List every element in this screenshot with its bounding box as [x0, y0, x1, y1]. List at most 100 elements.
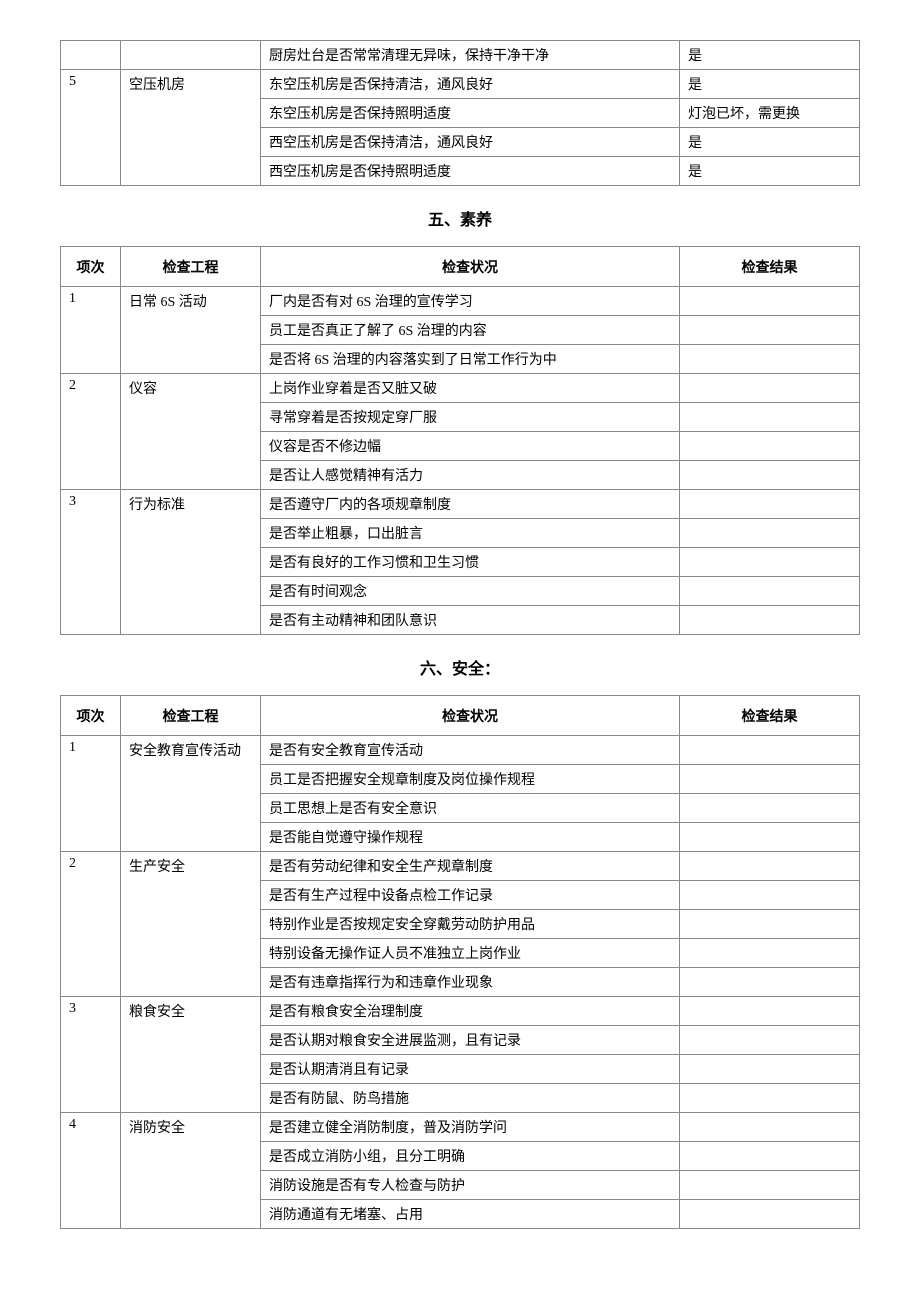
cell-status: 是否有时间观念: [261, 577, 680, 606]
cell-num: [61, 41, 121, 70]
cell-result: [680, 997, 860, 1026]
cell-result: [680, 1026, 860, 1055]
cell-status: 是否将 6S 治理的内容落实到了日常工作行为中: [261, 345, 680, 374]
cell-result: [680, 316, 860, 345]
table-header-row: 项次检查工程检查状况检查结果: [61, 247, 860, 287]
cell-result: [680, 287, 860, 316]
section-5-title: 五、素养: [60, 206, 860, 230]
cell-status: 仪容是否不修边幅: [261, 432, 680, 461]
cell-status: 是否有违章指挥行为和违章作业现象: [261, 968, 680, 997]
cell-status: 是否有劳动纪律和安全生产规章制度: [261, 852, 680, 881]
cell-status: 西空压机房是否保持照明适度: [261, 157, 680, 186]
cell-status: 员工是否把握安全规章制度及岗位操作规程: [261, 765, 680, 794]
cell-status: 特别设备无操作证人员不准独立上岗作业: [261, 939, 680, 968]
cell-status: 是否举止粗暴，口出脏言: [261, 519, 680, 548]
cell-result: 是: [680, 41, 860, 70]
cell-status: 是否有安全教育宣传活动: [261, 736, 680, 765]
cell-result: [680, 519, 860, 548]
cell-result: [680, 823, 860, 852]
cell-status: 上岗作业穿着是否又脏又破: [261, 374, 680, 403]
table-row: 1安全教育宣传活动是否有安全教育宣传活动: [61, 736, 860, 765]
table-section-6: 项次检查工程检查状况检查结果1安全教育宣传活动是否有安全教育宣传活动员工是否把握…: [60, 695, 860, 1229]
cell-status: 是否认期清消且有记录: [261, 1055, 680, 1084]
header-cell: 检查状况: [261, 247, 680, 287]
cell-status: 消防设施是否有专人检查与防护: [261, 1171, 680, 1200]
header-cell: 项次: [61, 247, 121, 287]
cell-num: 3: [61, 490, 121, 635]
header-cell: 检查结果: [680, 247, 860, 287]
cell-result: [680, 1084, 860, 1113]
cell-status: 厂内是否有对 6S 治理的宣传学习: [261, 287, 680, 316]
cell-status: 厨房灶台是否常常清理无异味，保持干净干净: [261, 41, 680, 70]
cell-result: [680, 852, 860, 881]
cell-result: [680, 794, 860, 823]
header-cell: 项次: [61, 696, 121, 736]
cell-num: 4: [61, 1113, 121, 1229]
table-continuation: 厨房灶台是否常常清理无异味，保持干净干净是5空压机房东空压机房是否保持清洁，通风…: [60, 40, 860, 186]
cell-status: 西空压机房是否保持清洁，通风良好: [261, 128, 680, 157]
table-row: 厨房灶台是否常常清理无异味，保持干净干净是: [61, 41, 860, 70]
cell-project: 仪容: [121, 374, 261, 490]
cell-result: [680, 1055, 860, 1084]
cell-project: 安全教育宣传活动: [121, 736, 261, 852]
cell-status: 东空压机房是否保持照明适度: [261, 99, 680, 128]
cell-result: [680, 881, 860, 910]
table-header-row: 项次检查工程检查状况检查结果: [61, 696, 860, 736]
cell-project: 生产安全: [121, 852, 261, 997]
cell-result: [680, 910, 860, 939]
cell-status: 是否建立健全消防制度，普及消防学问: [261, 1113, 680, 1142]
cell-result: [680, 1113, 860, 1142]
cell-num: 5: [61, 70, 121, 186]
header-cell: 检查状况: [261, 696, 680, 736]
table-row: 5空压机房东空压机房是否保持清洁，通风良好是: [61, 70, 860, 99]
cell-result: [680, 1171, 860, 1200]
cell-status: 是否有生产过程中设备点检工作记录: [261, 881, 680, 910]
cell-result: 是: [680, 157, 860, 186]
cell-num: 2: [61, 852, 121, 997]
cell-result: 是: [680, 70, 860, 99]
cell-result: [680, 939, 860, 968]
cell-result: 灯泡已坏，需更换: [680, 99, 860, 128]
cell-result: [680, 606, 860, 635]
table-row: 2生产安全是否有劳动纪律和安全生产规章制度: [61, 852, 860, 881]
cell-num: 3: [61, 997, 121, 1113]
cell-result: [680, 736, 860, 765]
cell-result: 是: [680, 128, 860, 157]
cell-result: [680, 548, 860, 577]
cell-project: 行为标准: [121, 490, 261, 635]
cell-status: 是否有主动精神和团队意识: [261, 606, 680, 635]
cell-status: 是否让人感觉精神有活力: [261, 461, 680, 490]
cell-project: [121, 41, 261, 70]
cell-result: [680, 1142, 860, 1171]
table-row: 2仪容上岗作业穿着是否又脏又破: [61, 374, 860, 403]
cell-status: 员工思想上是否有安全意识: [261, 794, 680, 823]
header-cell: 检查结果: [680, 696, 860, 736]
cell-result: [680, 345, 860, 374]
cell-status: 是否成立消防小组，且分工明确: [261, 1142, 680, 1171]
cell-status: 是否能自觉遵守操作规程: [261, 823, 680, 852]
cell-result: [680, 374, 860, 403]
table-row: 3行为标准是否遵守厂内的各项规章制度: [61, 490, 860, 519]
cell-result: [680, 403, 860, 432]
cell-result: [680, 577, 860, 606]
cell-status: 特别作业是否按规定安全穿戴劳动防护用品: [261, 910, 680, 939]
cell-result: [680, 1200, 860, 1229]
cell-result: [680, 765, 860, 794]
cell-project: 粮食安全: [121, 997, 261, 1113]
cell-status: 是否有防鼠、防鸟措施: [261, 1084, 680, 1113]
cell-result: [680, 968, 860, 997]
cell-status: 是否遵守厂内的各项规章制度: [261, 490, 680, 519]
cell-result: [680, 432, 860, 461]
cell-num: 1: [61, 287, 121, 374]
table-section-5: 项次检查工程检查状况检查结果1日常 6S 活动厂内是否有对 6S 治理的宣传学习…: [60, 246, 860, 635]
table-row: 1日常 6S 活动厂内是否有对 6S 治理的宣传学习: [61, 287, 860, 316]
cell-num: 2: [61, 374, 121, 490]
cell-status: 是否有粮食安全治理制度: [261, 997, 680, 1026]
cell-status: 是否有良好的工作习惯和卫生习惯: [261, 548, 680, 577]
cell-status: 消防通道有无堵塞、占用: [261, 1200, 680, 1229]
cell-status: 员工是否真正了解了 6S 治理的内容: [261, 316, 680, 345]
cell-project: 消防安全: [121, 1113, 261, 1229]
table-row: 4消防安全是否建立健全消防制度，普及消防学问: [61, 1113, 860, 1142]
header-cell: 检查工程: [121, 696, 261, 736]
cell-result: [680, 461, 860, 490]
